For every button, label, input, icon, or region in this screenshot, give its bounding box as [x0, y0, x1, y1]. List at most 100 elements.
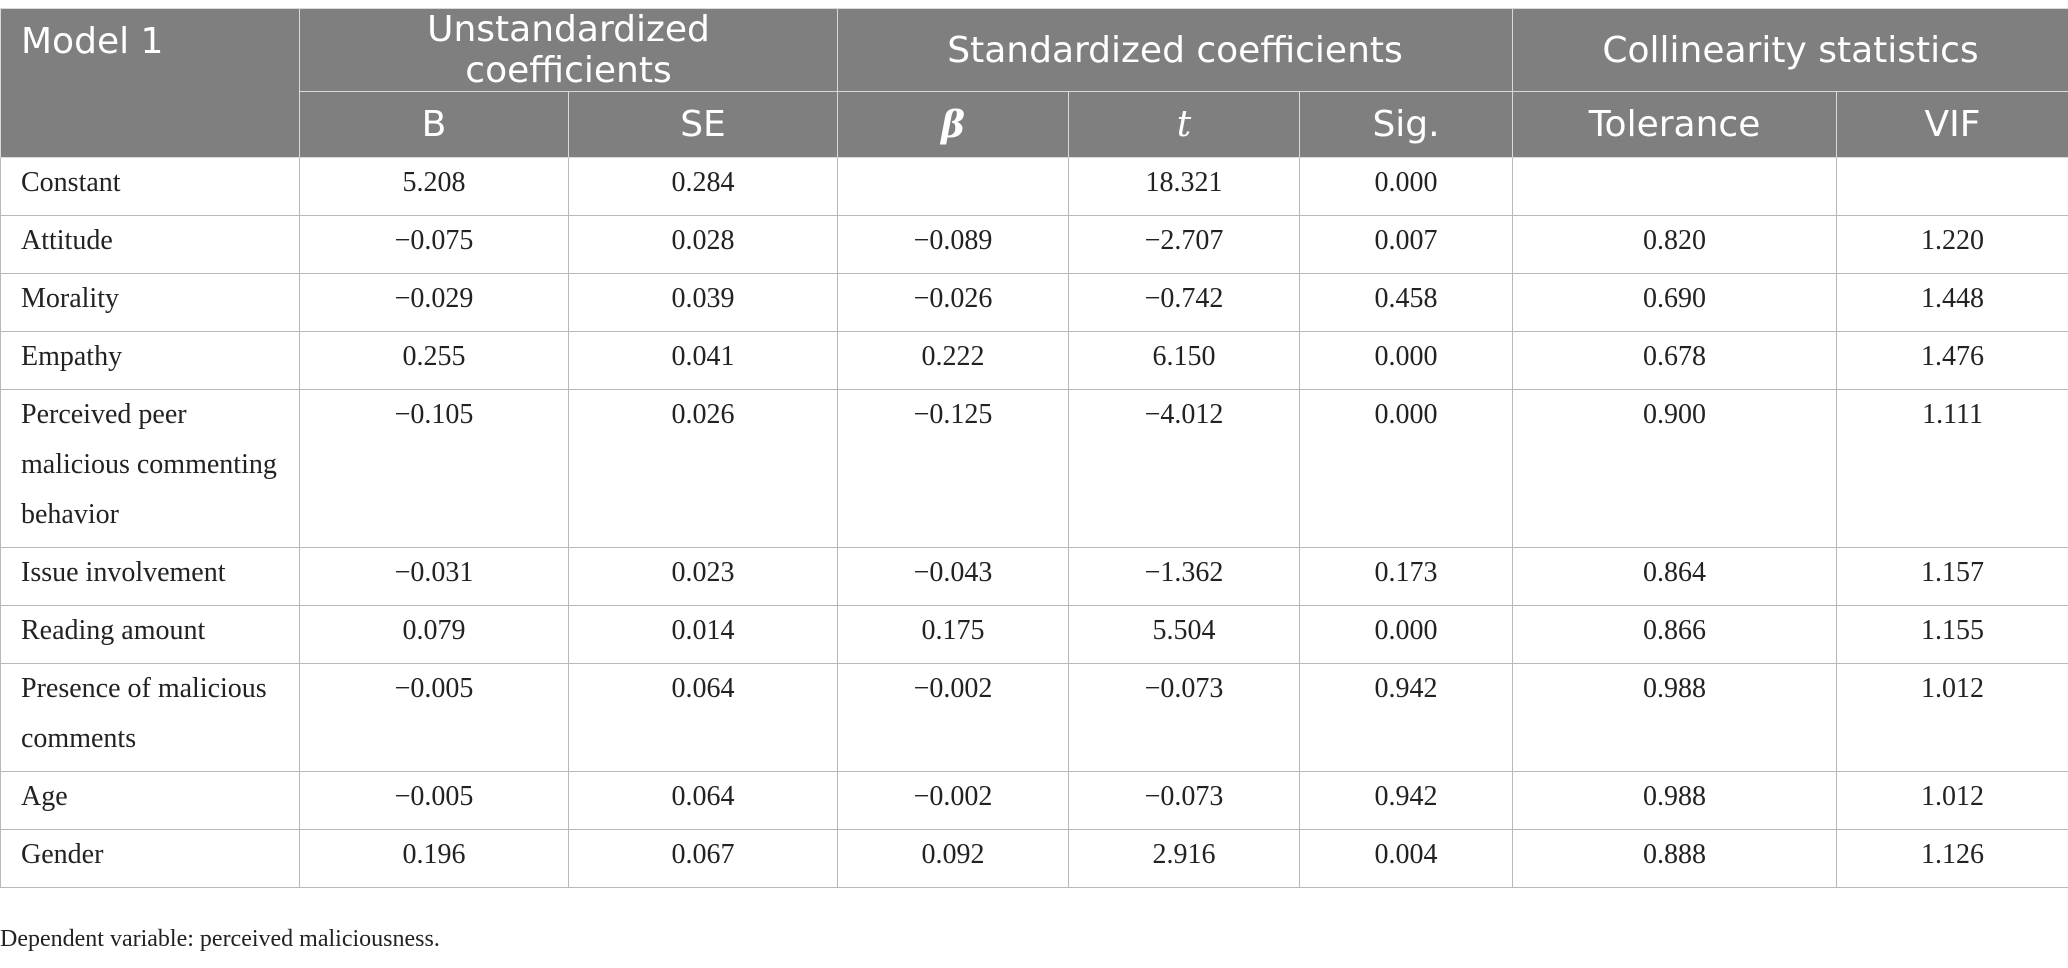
cell-vif: 1.111	[1836, 389, 2068, 548]
table-footnote: Dependent variable: perceived maliciousn…	[0, 926, 440, 952]
header-vif: VIF	[1836, 91, 2068, 158]
table-row: Reading amount 0.079 0.014 0.175 5.504 0…	[0, 605, 2068, 664]
header-unstandardized: Unstandardized coefficients	[299, 8, 838, 92]
cell-tolerance: 0.690	[1512, 273, 1838, 332]
table-row: Perceived peer malicious commenting beha…	[0, 389, 2068, 548]
cell-se: 0.026	[568, 389, 838, 548]
cell-se: 0.284	[568, 157, 838, 216]
cell-b: −0.031	[299, 547, 569, 606]
table-row: Morality −0.029 0.039 −0.026 −0.742 0.45…	[0, 273, 2068, 332]
cell-t: 18.321	[1068, 157, 1300, 216]
cell-vif: 1.012	[1836, 663, 2068, 772]
table-row: Attitude −0.075 0.028 −0.089 −2.707 0.00…	[0, 215, 2068, 274]
header-se: SE	[568, 91, 838, 158]
cell-beta: −0.125	[837, 389, 1069, 548]
cell-beta: −0.043	[837, 547, 1069, 606]
cell-sig: 0.000	[1298, 389, 1514, 548]
cell-se: 0.028	[568, 215, 838, 274]
table-row: Empathy 0.255 0.041 0.222 6.150 0.000 0.…	[0, 331, 2068, 390]
row-label: Reading amount	[0, 605, 300, 664]
cell-sig: 0.007	[1298, 215, 1514, 274]
cell-beta: −0.002	[837, 771, 1069, 830]
cell-vif: 1.126	[1836, 829, 2068, 888]
cell-tolerance	[1512, 157, 1838, 216]
cell-t: −0.073	[1068, 663, 1300, 772]
cell-beta: 0.175	[837, 605, 1069, 664]
cell-sig: 0.942	[1298, 771, 1514, 830]
cell-b: −0.005	[299, 663, 569, 772]
header-sig: Sig.	[1298, 91, 1514, 158]
cell-se: 0.064	[568, 771, 838, 830]
cell-se: 0.023	[568, 547, 838, 606]
cell-beta: −0.026	[837, 273, 1069, 332]
cell-b: −0.075	[299, 215, 569, 274]
table-row: Constant 5.208 0.284 18.321 0.000	[0, 157, 2068, 216]
row-label: Gender	[0, 829, 300, 888]
cell-t: −4.012	[1068, 389, 1300, 548]
cell-vif: 1.476	[1836, 331, 2068, 390]
cell-se: 0.067	[568, 829, 838, 888]
cell-b: 0.079	[299, 605, 569, 664]
cell-tolerance: 0.988	[1512, 663, 1838, 772]
regression-table-container: Model 1 Unstandardized coefficients Stan…	[0, 8, 2068, 888]
row-label: Presence of malicious comments	[0, 663, 300, 772]
cell-tolerance: 0.864	[1512, 547, 1838, 606]
cell-b: 5.208	[299, 157, 569, 216]
cell-vif: 1.448	[1836, 273, 2068, 332]
cell-beta: 0.092	[837, 829, 1069, 888]
cell-t: −1.362	[1068, 547, 1300, 606]
row-label: Morality	[0, 273, 300, 332]
table-row: Issue involvement −0.031 0.023 −0.043 −1…	[0, 547, 2068, 606]
header-model: Model 1	[0, 8, 300, 158]
cell-tolerance: 0.866	[1512, 605, 1838, 664]
cell-t: 2.916	[1068, 829, 1300, 888]
regression-table: Model 1 Unstandardized coefficients Stan…	[0, 8, 2068, 888]
cell-t: −2.707	[1068, 215, 1300, 274]
row-label: Age	[0, 771, 300, 830]
cell-sig: 0.000	[1298, 331, 1514, 390]
cell-sig: 0.173	[1298, 547, 1514, 606]
cell-sig: 0.458	[1298, 273, 1514, 332]
table-row: Presence of malicious comments −0.005 0.…	[0, 663, 2068, 772]
cell-sig: 0.004	[1298, 829, 1514, 888]
cell-tolerance: 0.820	[1512, 215, 1838, 274]
cell-beta: −0.002	[837, 663, 1069, 772]
cell-t: 6.150	[1068, 331, 1300, 390]
cell-vif: 1.155	[1836, 605, 2068, 664]
header-b: B	[299, 91, 569, 158]
header-group-row: Model 1 Unstandardized coefficients Stan…	[0, 8, 2068, 158]
header-tolerance: Tolerance	[1512, 91, 1838, 158]
cell-tolerance: 0.678	[1512, 331, 1838, 390]
cell-b: 0.196	[299, 829, 569, 888]
cell-b: 0.255	[299, 331, 569, 390]
cell-beta: −0.089	[837, 215, 1069, 274]
cell-tolerance: 0.888	[1512, 829, 1838, 888]
cell-beta: 0.222	[837, 331, 1069, 390]
cell-t: 5.504	[1068, 605, 1300, 664]
cell-b: −0.029	[299, 273, 569, 332]
cell-tolerance: 0.900	[1512, 389, 1838, 548]
row-label: Perceived peer malicious commenting beha…	[0, 389, 300, 548]
cell-beta	[837, 157, 1069, 216]
cell-se: 0.014	[568, 605, 838, 664]
row-label: Empathy	[0, 331, 300, 390]
cell-tolerance: 0.988	[1512, 771, 1838, 830]
cell-t: −0.073	[1068, 771, 1300, 830]
header-beta: β	[837, 91, 1069, 158]
cell-sig: 0.000	[1298, 605, 1514, 664]
header-t: t	[1068, 91, 1300, 158]
cell-vif: 1.012	[1836, 771, 2068, 830]
cell-se: 0.041	[568, 331, 838, 390]
header-standardized: Standardized coefficients	[836, 8, 1514, 92]
cell-b: −0.105	[299, 389, 569, 548]
cell-se: 0.064	[568, 663, 838, 772]
header-collinearity: Collinearity statistics	[1512, 8, 2068, 92]
cell-vif	[1836, 157, 2068, 216]
cell-sig: 0.942	[1298, 663, 1514, 772]
cell-se: 0.039	[568, 273, 838, 332]
table-row: Gender 0.196 0.067 0.092 2.916 0.004 0.8…	[0, 829, 2068, 888]
row-label: Constant	[0, 157, 300, 216]
header-column-row: B SE β t Sig. Tolerance VIF	[1, 91, 2068, 158]
cell-vif: 1.220	[1836, 215, 2068, 274]
cell-t: −0.742	[1068, 273, 1300, 332]
